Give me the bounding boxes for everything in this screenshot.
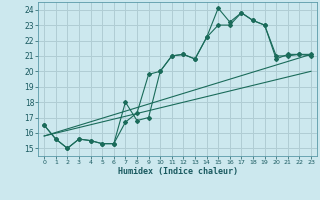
X-axis label: Humidex (Indice chaleur): Humidex (Indice chaleur) [118, 167, 238, 176]
